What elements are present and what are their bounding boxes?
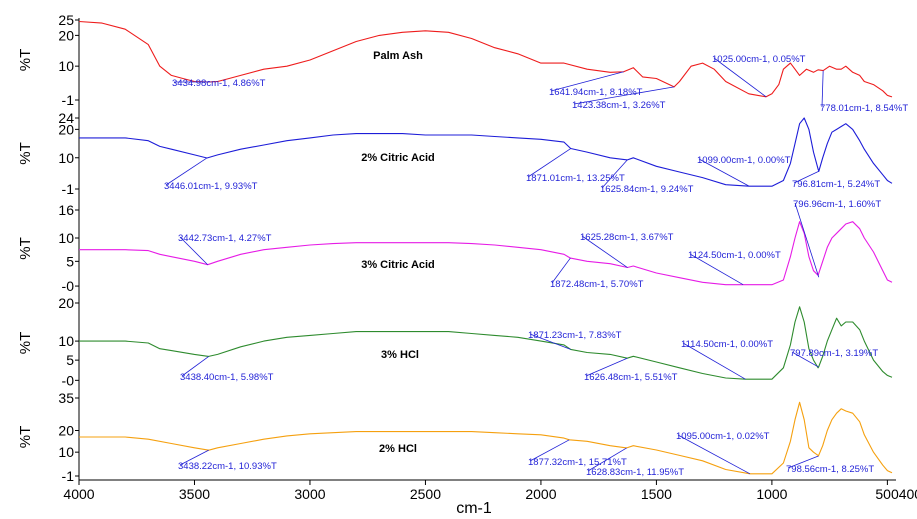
peak-annotation-label: 3438.40cm-1, 5.98%T xyxy=(180,372,274,383)
x-axis-label: cm-1 xyxy=(456,500,492,517)
peak-annotation-label: 1871.23cm-1, 7.83%T xyxy=(528,330,622,341)
y-tick-label: 10 xyxy=(58,444,74,460)
y-tick-label: 35 xyxy=(58,390,74,406)
annotation-leader-line xyxy=(601,159,628,189)
annotation-leader-line xyxy=(179,236,208,266)
spectrum-series-line xyxy=(79,306,893,380)
annotation-leader-line xyxy=(787,455,819,469)
y-tick-label: 10 xyxy=(58,58,74,74)
x-tick-label: 2500 xyxy=(410,486,441,502)
annotation-leader-line xyxy=(677,434,751,475)
y-axis-label: %T xyxy=(17,49,34,72)
y-tick-label: -1 xyxy=(62,468,75,484)
x-tick-label: 4000 xyxy=(63,486,94,502)
y-tick-label: 5 xyxy=(66,352,74,368)
peak-annotation-label: 1872.48cm-1, 5.70%T xyxy=(550,279,644,290)
annotation-leader-line xyxy=(791,351,819,368)
peak-annotation-label: 796.81cm-1, 5.24%T xyxy=(792,179,880,190)
peak-annotation-label: 796.96cm-1, 1.60%T xyxy=(793,199,881,210)
x-tick-label: 3500 xyxy=(179,486,210,502)
peak-annotation-label: 1625.84cm-1, 9.24%T xyxy=(600,184,694,195)
annotation-leader-line xyxy=(527,148,571,178)
peak-annotation-label: 798.56cm-1, 8.25%T xyxy=(786,464,874,475)
panel-title: 2% Citric Acid xyxy=(361,152,435,164)
y-tick-label: 16 xyxy=(58,202,74,218)
y-tick-label: 20 xyxy=(58,423,74,439)
spectrum-series-line xyxy=(78,20,893,98)
panel-title: Palm Ash xyxy=(373,50,423,62)
panel-title: 3% HCl xyxy=(381,349,419,361)
y-tick-label: -0 xyxy=(62,278,75,294)
y-tick-label: 20 xyxy=(58,295,74,311)
y-tick-label: 5 xyxy=(66,253,74,269)
y-tick-label: -1 xyxy=(62,92,75,108)
annotation-leader-line xyxy=(587,447,627,472)
annotation-leader-line xyxy=(689,253,744,286)
peak-annotation-label: 778.01cm-1, 8.54%T xyxy=(820,103,908,114)
peak-annotation-label: 1871.01cm-1, 13.25%T xyxy=(526,173,625,184)
y-tick-label: 10 xyxy=(58,150,74,166)
peak-annotation-label: 1095.00cm-1, 0.02%T xyxy=(676,431,770,442)
annotation-leader-line xyxy=(794,202,820,278)
y-axis-label: %T xyxy=(17,332,34,355)
y-axis-label: %T xyxy=(17,426,34,449)
annotation-leader-line xyxy=(581,235,628,268)
y-tick-label: 25 xyxy=(58,12,74,28)
y-axis-label: %T xyxy=(17,237,34,260)
y-tick-label: 10 xyxy=(58,333,74,349)
x-tick-label: 2000 xyxy=(525,486,556,502)
annotation-leader-line xyxy=(573,86,675,105)
spectrum-series-line xyxy=(79,401,893,475)
annotation-leader-line xyxy=(529,333,571,350)
y-axis-label: %T xyxy=(17,142,34,165)
annotation-leader-line xyxy=(550,71,624,92)
annotation-leader-line xyxy=(698,158,750,187)
peak-annotation-label: 1625.28cm-1, 3.67%T xyxy=(580,232,674,243)
y-tick-label: 20 xyxy=(58,121,74,137)
annotation-leader-line xyxy=(682,342,746,380)
peak-annotation-label: 1423.38cm-1, 3.26%T xyxy=(572,100,666,111)
annotation-leader-line xyxy=(181,356,209,377)
annotation-leader-line xyxy=(713,57,767,98)
y-tick-label: 10 xyxy=(58,230,74,246)
peak-annotation-label: 1124.50cm-1, 0.00%T xyxy=(688,250,781,261)
peak-annotation-label: 3434.98cm-1, 4.86%T xyxy=(172,78,266,89)
peak-annotation-label: 1099.00cm-1, 0.00%T xyxy=(697,155,791,166)
peak-annotation-label: 3438.22cm-1, 10.93%T xyxy=(178,461,277,472)
annotation-leader-line xyxy=(179,449,209,466)
peak-annotation-label: 3446.01cm-1, 9.93%T xyxy=(164,181,258,192)
y-tick-label: -1 xyxy=(62,181,75,197)
x-tick-label: 1000 xyxy=(756,486,787,502)
annotation-leader-line xyxy=(551,257,571,284)
peak-annotation-label: 1626.48cm-1, 5.51%T xyxy=(584,372,678,383)
x-tick-label: 3000 xyxy=(294,486,325,502)
x-tick-label: 1500 xyxy=(641,486,672,502)
y-tick-label: 20 xyxy=(58,27,74,43)
annotation-leader-line xyxy=(821,70,824,108)
peak-annotation-label: 3442.73cm-1, 4.27%T xyxy=(178,233,272,244)
annotation-leader-line xyxy=(165,157,208,186)
annotation-leader-line xyxy=(529,439,570,462)
annotation-leader-line xyxy=(585,357,628,377)
peak-annotation-label: 1628.83cm-1, 11.95%T xyxy=(586,467,684,478)
panel-title: 3% Citric Acid xyxy=(361,259,435,271)
peak-annotation-label: 1025.00cm-1, 0.05%T xyxy=(712,54,806,65)
spectrum-series-line xyxy=(79,117,893,187)
x-tick-label: 500400 xyxy=(875,486,917,502)
y-tick-label: -0 xyxy=(62,372,75,388)
peak-annotation-label: 1641.94cm-1, 8.18%T xyxy=(549,87,643,98)
peak-annotation-label: 797.89cm-1, 3.19%T xyxy=(790,348,878,359)
y-tick-label: 24 xyxy=(58,110,74,126)
annotation-leader-line xyxy=(793,170,819,184)
peak-annotation-label: 1114.50cm-1, 0.00%T xyxy=(681,339,773,350)
peak-annotation-label: 1877.32cm-1, 15.71%T xyxy=(528,457,627,468)
spectrum-series-line xyxy=(79,221,893,286)
panel-title: 2% HCl xyxy=(379,443,417,455)
